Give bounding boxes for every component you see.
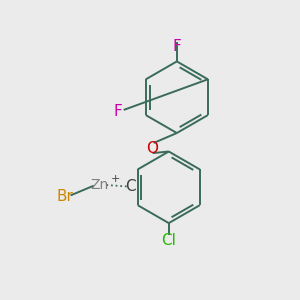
Text: F: F	[172, 39, 181, 54]
Text: Br: Br	[56, 189, 73, 204]
Text: +: +	[111, 173, 120, 184]
Text: F: F	[114, 103, 122, 118]
Text: C: C	[125, 179, 136, 194]
Text: Cl: Cl	[161, 233, 176, 248]
Text: Zn: Zn	[90, 178, 109, 192]
Text: O: O	[147, 140, 159, 155]
